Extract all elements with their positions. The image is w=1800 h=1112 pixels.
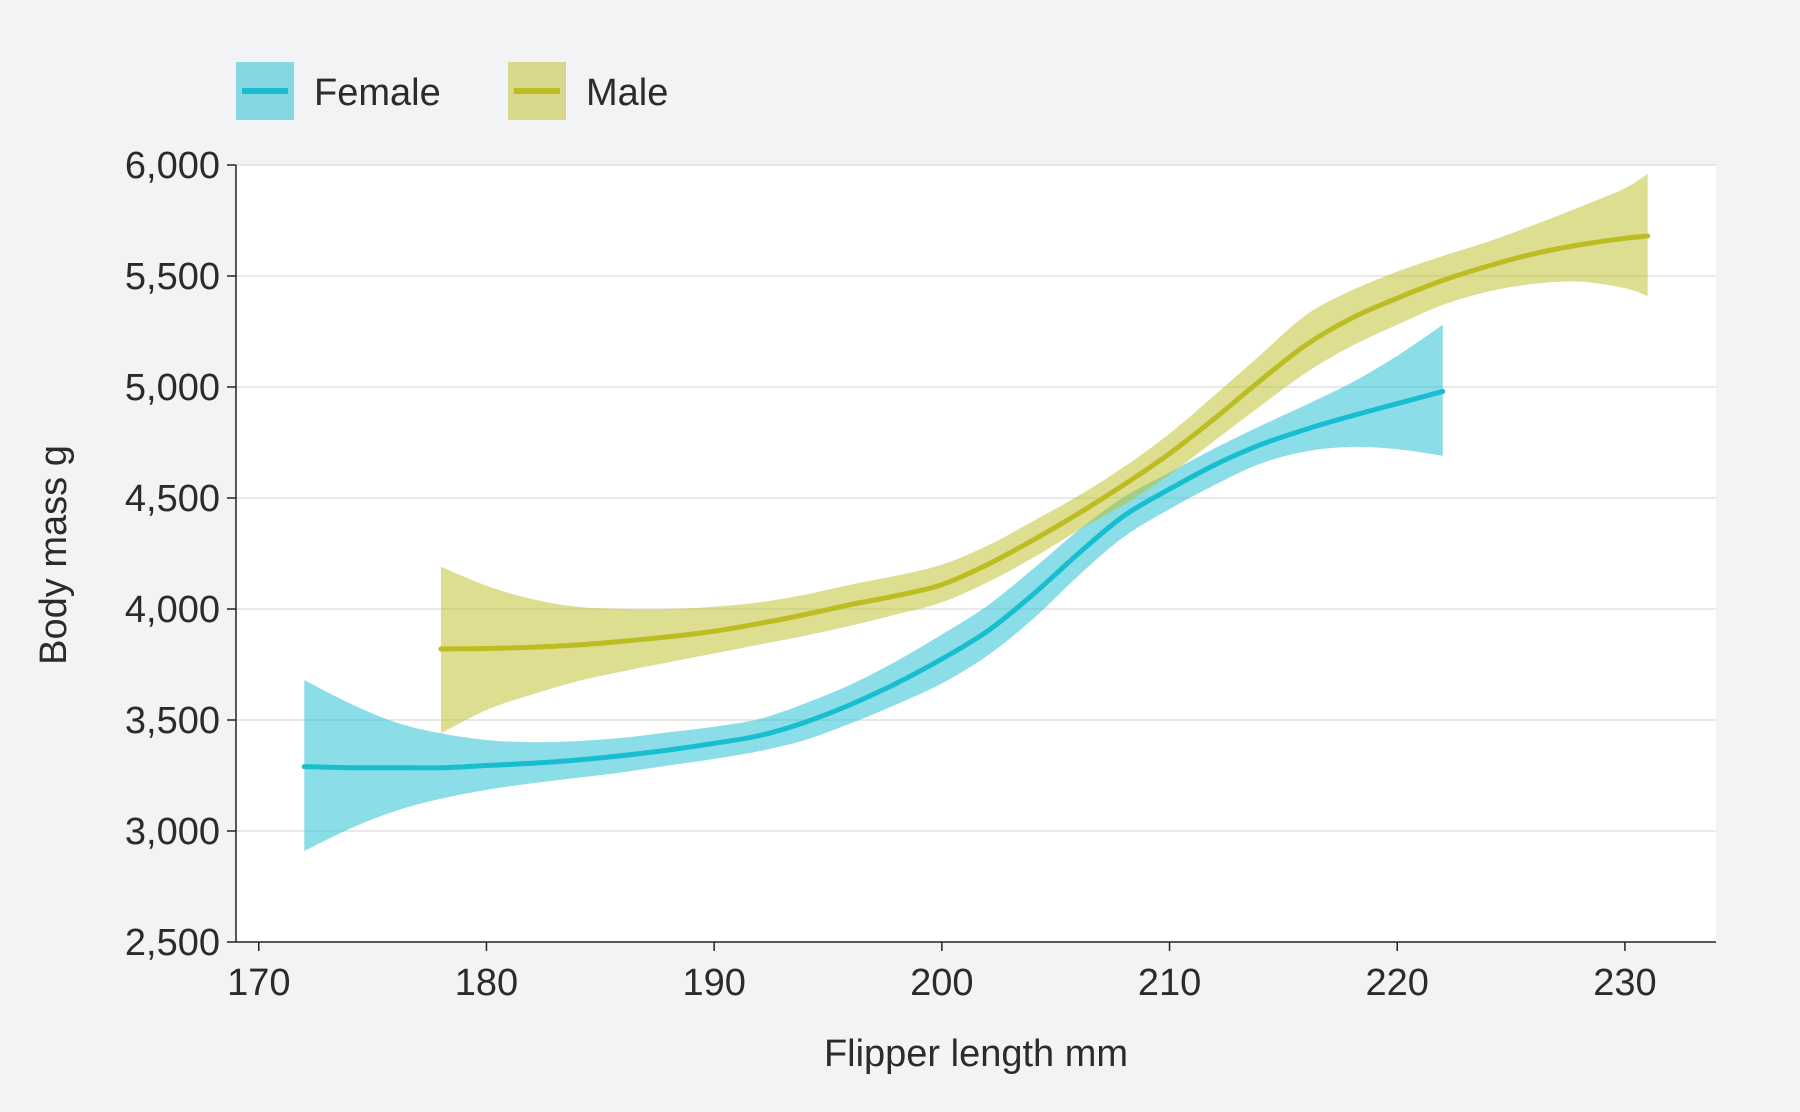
x-axis-ticks: 170 180 190 200 210 220 230 — [227, 942, 1657, 1004]
y-tick-label-4: 4,500 — [125, 478, 220, 520]
y-axis-title: Body mass g — [33, 445, 75, 665]
legend-label-female: Female — [314, 72, 441, 114]
legend: Female Male — [236, 62, 668, 120]
x-tick-label-3: 200 — [910, 962, 973, 1004]
x-axis-title: Flipper length mm — [824, 1033, 1128, 1075]
y-tick-label-3: 4,000 — [125, 589, 220, 631]
x-tick-label-2: 190 — [682, 962, 745, 1004]
line-female — [301, 388, 1446, 771]
y-axis-ticks: 2,500 3,000 3,500 4,000 4,500 5,000 5,500 6,000 — [125, 145, 236, 964]
axes — [235, 165, 1716, 943]
x-tick-label-4: 210 — [1138, 962, 1201, 1004]
y-tick-label-2: 3,500 — [125, 700, 220, 742]
band-female — [304, 324, 1443, 851]
y-tick-label-6: 5,500 — [125, 256, 220, 298]
x-tick-label-1: 180 — [455, 962, 518, 1004]
x-tick-label-6: 230 — [1593, 962, 1656, 1004]
line-male — [438, 233, 1651, 652]
series-lines — [301, 233, 1651, 771]
confidence-bands — [304, 173, 1648, 851]
y-tick-label-1: 3,000 — [125, 811, 220, 853]
y-tick-label-5: 5,000 — [125, 367, 220, 409]
y-tick-label-0: 2,500 — [125, 922, 220, 964]
band-male — [440, 173, 1648, 734]
x-tick-label-5: 220 — [1366, 962, 1429, 1004]
y-tick-label-7: 6,000 — [125, 145, 220, 187]
legend-label-male: Male — [586, 72, 668, 114]
x-tick-label-0: 170 — [227, 962, 290, 1004]
